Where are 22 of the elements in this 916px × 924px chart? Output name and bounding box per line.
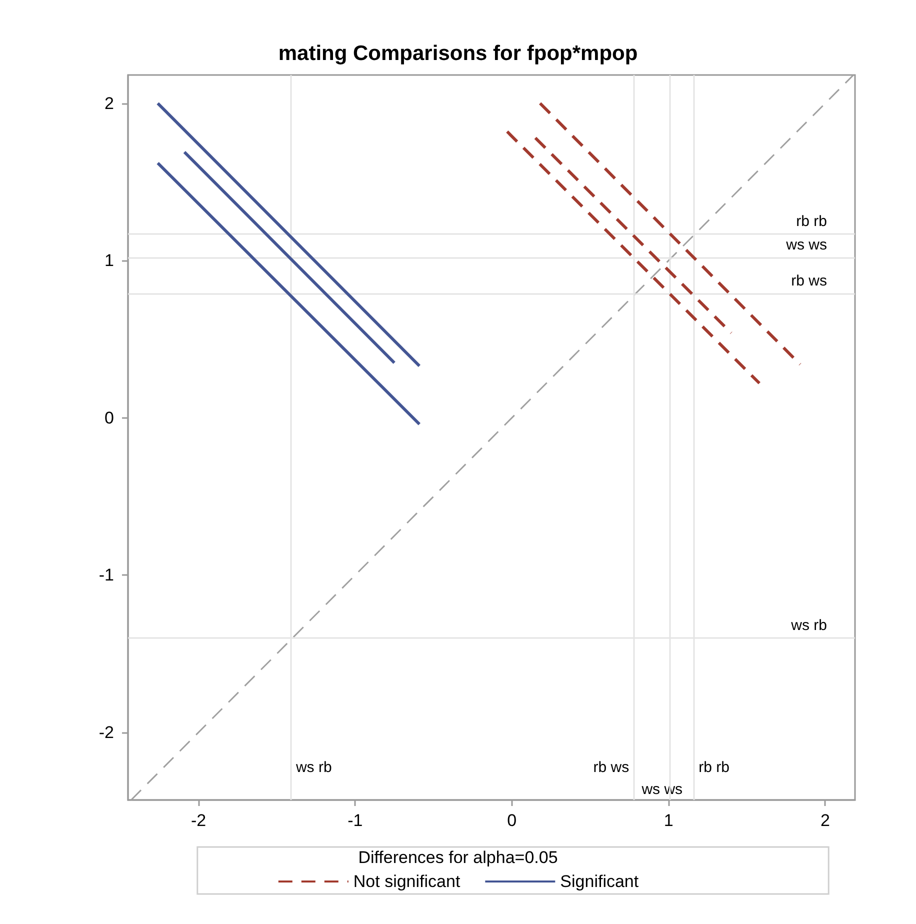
ref-line-label: ws ws	[640, 781, 683, 798]
ref-line-label: ws rb	[294, 759, 332, 776]
ref-line-label: ws rb	[790, 617, 827, 634]
y-tick-label: 1	[104, 251, 114, 270]
ref-line-label: rb rb	[698, 759, 730, 776]
legend-label: Significant	[560, 872, 639, 891]
x-tick-label: 0	[507, 811, 517, 830]
legend-label: Not significant	[353, 872, 460, 891]
ref-line-label: rb rb	[796, 212, 827, 230]
y-tick-label: -2	[98, 722, 114, 742]
ref-line-label: ws ws	[785, 236, 827, 254]
y-tick-label: 0	[104, 408, 114, 428]
chart-title: mating Comparisons for fpop*mpop	[278, 42, 638, 65]
x-tick-label: -1	[348, 811, 363, 830]
ref-line-label: rb ws	[791, 272, 827, 290]
y-tick-label: 2	[104, 94, 114, 113]
x-tick-label: -2	[190, 811, 206, 830]
ref-line-label: rb ws	[593, 759, 630, 776]
y-tick-label: -1	[98, 566, 114, 585]
x-tick-label: 1	[664, 811, 674, 830]
x-tick-label: 2	[820, 811, 830, 830]
legend-title: Differences for alpha=0.05	[358, 848, 558, 867]
